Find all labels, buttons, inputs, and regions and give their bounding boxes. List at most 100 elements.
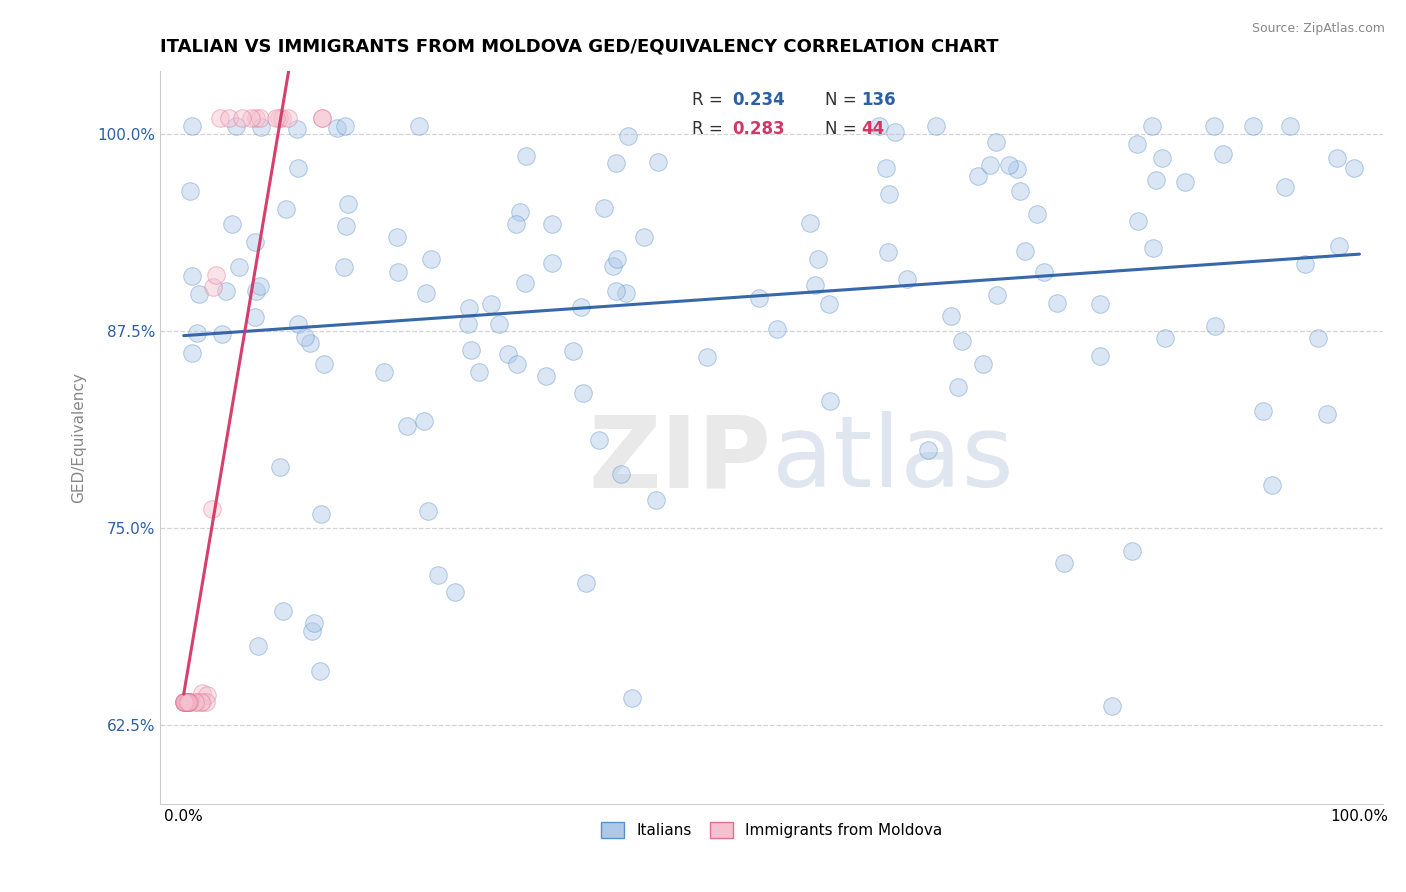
Point xyxy=(1005,162,1028,177)
Point xyxy=(174,695,197,709)
Point xyxy=(173,695,195,709)
Point xyxy=(588,433,610,447)
Point xyxy=(173,695,195,709)
Point xyxy=(176,695,198,709)
Point xyxy=(1026,207,1049,221)
Point xyxy=(766,322,789,336)
Point xyxy=(457,317,479,331)
Point xyxy=(571,386,593,401)
Point xyxy=(1294,257,1316,271)
Point xyxy=(176,695,198,709)
Point xyxy=(269,111,291,125)
Point xyxy=(1154,331,1177,345)
Point xyxy=(875,161,897,176)
Point xyxy=(1101,698,1123,713)
Point xyxy=(1140,119,1163,133)
Point xyxy=(277,111,299,125)
Point xyxy=(205,268,228,282)
Point xyxy=(419,252,441,267)
Point xyxy=(176,695,198,709)
Point xyxy=(541,217,564,231)
Point xyxy=(177,695,200,709)
Point xyxy=(1204,119,1226,133)
Legend: Italians, Immigrants from Moldova: Italians, Immigrants from Moldova xyxy=(595,816,948,845)
Point xyxy=(1316,407,1339,421)
Point xyxy=(173,695,195,709)
Point xyxy=(925,119,948,133)
Point xyxy=(1150,151,1173,165)
Point xyxy=(1144,173,1167,187)
Point xyxy=(387,265,409,279)
Text: R =: R = xyxy=(692,91,728,109)
Text: N =: N = xyxy=(825,91,862,109)
Point xyxy=(395,418,418,433)
Text: ITALIAN VS IMMIGRANTS FROM MOLDOVA GED/EQUIVALENCY CORRELATION CHART: ITALIAN VS IMMIGRANTS FROM MOLDOVA GED/E… xyxy=(160,37,998,55)
Point xyxy=(228,260,250,275)
Point xyxy=(1121,544,1143,558)
Point xyxy=(309,664,332,678)
Point xyxy=(877,187,900,202)
Point xyxy=(211,327,233,342)
Point xyxy=(948,380,970,394)
Point xyxy=(249,279,271,293)
Point xyxy=(337,197,360,211)
Point xyxy=(1045,295,1067,310)
Point xyxy=(231,111,253,125)
Point xyxy=(181,346,204,360)
Point xyxy=(468,365,491,379)
Point xyxy=(191,686,214,700)
Point xyxy=(179,695,201,709)
Point xyxy=(457,301,479,315)
Point xyxy=(249,120,271,134)
Point xyxy=(1274,179,1296,194)
Point xyxy=(803,278,825,293)
Point xyxy=(218,111,240,125)
Point xyxy=(460,343,482,358)
Point xyxy=(883,125,905,139)
Point xyxy=(984,135,1007,149)
Point xyxy=(972,357,994,371)
Point xyxy=(620,691,643,706)
Point xyxy=(301,624,323,639)
Point xyxy=(1174,175,1197,189)
Point xyxy=(413,414,436,428)
Text: Source: ZipAtlas.com: Source: ZipAtlas.com xyxy=(1251,22,1385,36)
Point xyxy=(1278,119,1301,133)
Point xyxy=(979,158,1001,172)
Point xyxy=(335,219,357,233)
Point xyxy=(479,297,502,311)
Point xyxy=(271,604,294,618)
Point xyxy=(177,695,200,709)
Point xyxy=(333,119,356,133)
Point xyxy=(249,111,271,125)
Point xyxy=(569,300,592,314)
Point xyxy=(540,256,562,270)
Point xyxy=(610,467,633,481)
Point xyxy=(415,286,437,301)
Point xyxy=(1142,242,1164,256)
Point xyxy=(1008,184,1031,198)
Point xyxy=(818,297,841,311)
Point xyxy=(614,286,637,301)
Point xyxy=(941,309,963,323)
Point xyxy=(644,493,666,508)
Point xyxy=(176,695,198,709)
Point xyxy=(274,202,297,216)
Point xyxy=(221,218,243,232)
Text: atlas: atlas xyxy=(772,411,1014,508)
Point xyxy=(176,695,198,709)
Point xyxy=(1329,239,1351,253)
Point xyxy=(298,335,321,350)
Point xyxy=(294,329,316,343)
Point xyxy=(314,357,336,371)
Point xyxy=(239,111,262,125)
Point xyxy=(605,284,627,298)
Point xyxy=(418,504,440,518)
Text: 136: 136 xyxy=(860,91,896,109)
Point xyxy=(194,695,217,709)
Point xyxy=(181,119,204,133)
Point xyxy=(245,284,267,298)
Point xyxy=(201,502,224,516)
Point xyxy=(696,350,718,364)
Text: 0.234: 0.234 xyxy=(733,91,785,109)
